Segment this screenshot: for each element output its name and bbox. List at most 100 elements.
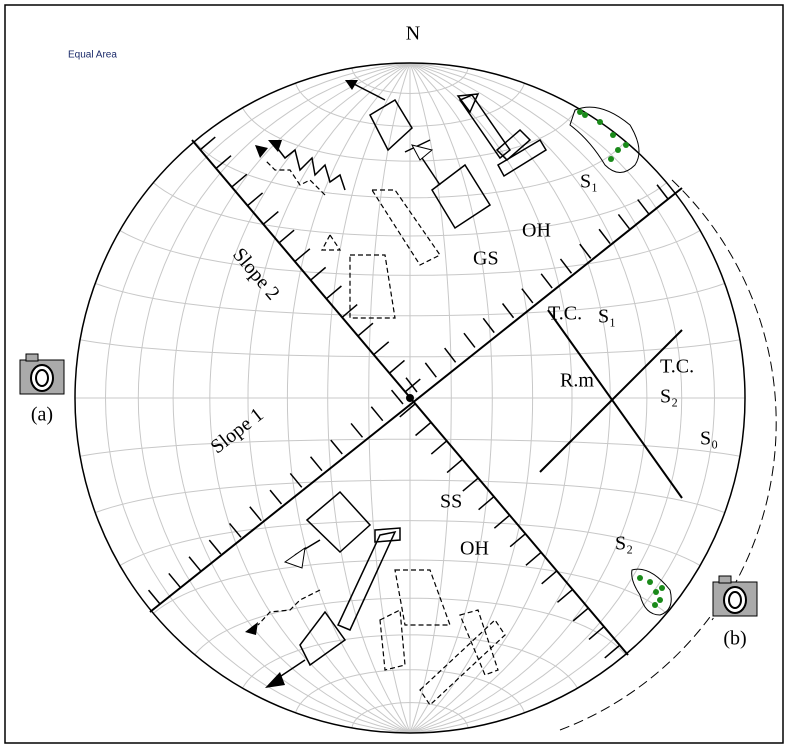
tick — [325, 285, 342, 300]
north-label: N — [406, 23, 420, 45]
tick — [390, 389, 404, 405]
label: S₂ — [615, 533, 633, 555]
label: T.C. — [660, 356, 694, 378]
slope-1-line — [149, 187, 683, 613]
tick — [147, 589, 161, 605]
tick — [350, 422, 364, 438]
tick — [341, 304, 358, 319]
tick — [604, 644, 621, 659]
grid-line — [95, 479, 725, 514]
frame — [4, 4, 784, 744]
stereonet — [75, 62, 745, 734]
label: S₁ — [598, 306, 616, 328]
tick — [309, 266, 327, 281]
tick — [289, 472, 303, 488]
label: OH — [460, 538, 489, 560]
grid-line — [194, 597, 626, 655]
tick — [446, 459, 463, 474]
tick — [199, 136, 216, 151]
symbols — [245, 80, 672, 706]
tick — [559, 258, 573, 274]
projection-label: Equal Area — [68, 50, 117, 61]
tick — [309, 456, 323, 472]
tick — [294, 248, 311, 263]
grid-line — [242, 107, 578, 162]
label: SS — [440, 491, 462, 513]
tick — [540, 273, 553, 289]
tick — [501, 303, 515, 319]
tick — [482, 317, 495, 334]
tick — [269, 489, 283, 505]
grid-line — [194, 141, 626, 199]
tick — [598, 228, 611, 244]
label: GS — [473, 248, 499, 270]
tick — [572, 607, 589, 622]
tick — [168, 572, 181, 588]
tick — [579, 243, 592, 259]
grid-line — [95, 282, 725, 317]
tick — [509, 533, 526, 548]
tick — [370, 406, 384, 422]
tick — [444, 347, 457, 363]
tick — [430, 440, 448, 455]
camera-label: (b) — [723, 628, 746, 650]
camera — [19, 353, 65, 395]
tick — [388, 359, 405, 374]
tick — [188, 556, 202, 572]
camera-label: (a) — [31, 404, 53, 426]
primitive-circle — [74, 62, 746, 734]
tick — [525, 551, 542, 566]
tc-line — [539, 329, 683, 473]
tick — [249, 506, 262, 522]
grid-line — [153, 559, 667, 614]
tick — [493, 514, 511, 529]
label: Slope 2 — [228, 244, 284, 305]
tick — [424, 362, 437, 378]
tick — [463, 332, 476, 348]
tick — [588, 625, 605, 640]
grid-line — [80, 339, 740, 358]
grid-line — [351, 701, 469, 729]
tick — [415, 421, 432, 437]
label: S₂ — [660, 386, 678, 408]
label: R.m — [560, 370, 594, 392]
tick — [278, 229, 295, 244]
tick — [372, 341, 390, 356]
tick — [231, 173, 248, 188]
tick — [228, 522, 242, 538]
label: S₀ — [700, 428, 718, 450]
tick — [637, 199, 650, 215]
tick — [478, 496, 495, 511]
tick — [246, 192, 264, 207]
tick — [262, 210, 279, 226]
tick — [208, 539, 222, 555]
tick — [656, 184, 669, 200]
center-point — [406, 394, 414, 402]
label: S₁ — [580, 171, 598, 193]
tick — [330, 439, 343, 455]
tick — [541, 570, 558, 585]
tick — [521, 288, 534, 304]
grid-line — [119, 520, 701, 566]
ticks — [147, 136, 669, 659]
tick — [357, 322, 374, 337]
camera — [712, 575, 758, 617]
tick — [215, 155, 232, 170]
tick — [556, 588, 574, 603]
tick — [405, 377, 418, 393]
label: T.C. — [548, 303, 582, 325]
tick — [617, 213, 630, 230]
grid-line — [153, 182, 667, 237]
tc-line — [547, 309, 683, 499]
grid-line — [294, 669, 526, 713]
dashed-arc — [559, 609, 716, 731]
tick — [399, 403, 416, 418]
dashed-arc — [671, 179, 777, 621]
grid-line — [242, 634, 578, 689]
tick — [462, 477, 479, 492]
label: OH — [522, 220, 551, 242]
grid-line — [119, 230, 701, 276]
grid-line — [351, 67, 469, 95]
label: Slope 1 — [207, 404, 268, 459]
